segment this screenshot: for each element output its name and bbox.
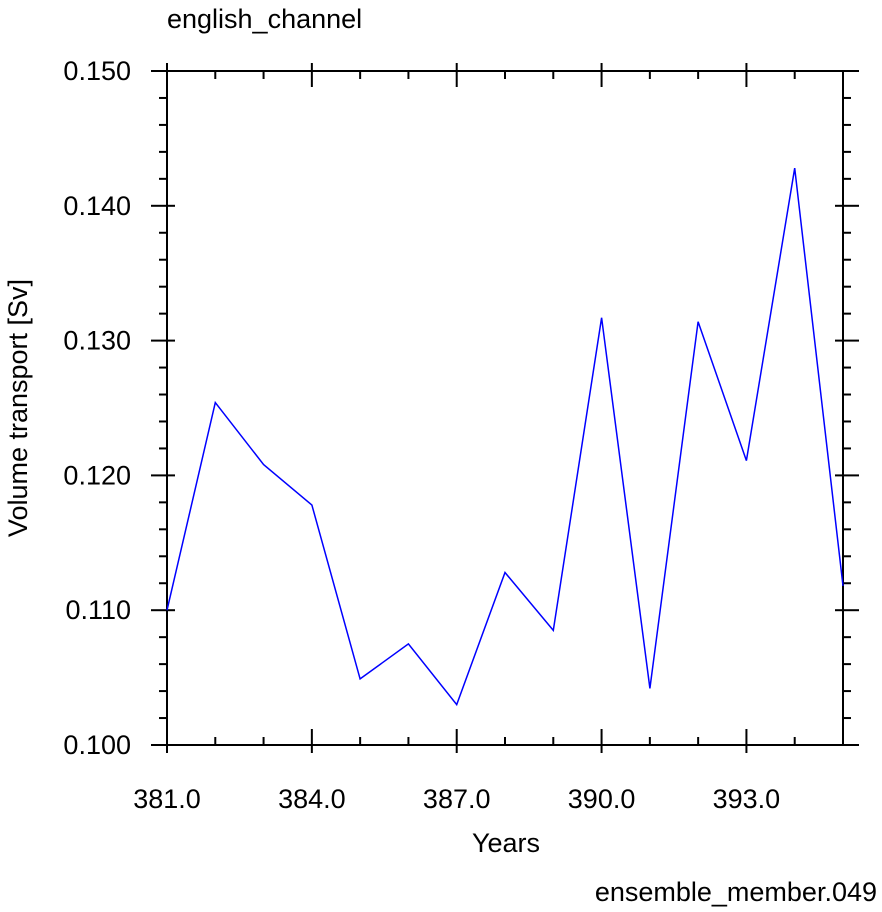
y-tick-label: 0.140	[63, 191, 131, 221]
chart-title: english_channel	[167, 4, 362, 34]
x-tick-labels: 381.0 384.0 387.0 390.0 393.0	[133, 784, 780, 814]
series-line	[166, 167, 844, 707]
data-point	[456, 704, 458, 706]
data-point	[408, 643, 410, 645]
y-tick-label: 0.110	[65, 595, 131, 625]
data-point	[746, 460, 748, 462]
plot-border	[166, 70, 844, 746]
y-tick-labels: 0.100 0.110 0.120 0.130 0.140 0.150	[63, 56, 131, 760]
x-tick-label: 393.0	[713, 784, 781, 814]
data-point	[842, 585, 844, 587]
data-point	[263, 464, 265, 466]
series-group	[166, 167, 844, 707]
x-tick-label: 387.0	[423, 784, 491, 814]
axis-ticks	[151, 63, 859, 753]
y-axis-label: Volume transport [Sv]	[3, 279, 33, 537]
data-point	[697, 321, 699, 323]
data-point	[601, 317, 603, 319]
plot-area	[166, 70, 844, 746]
y-tick-label: 0.130	[63, 326, 131, 356]
data-point	[214, 402, 216, 404]
x-tick-label: 390.0	[568, 784, 636, 814]
x-tick-label: 381.0	[133, 784, 201, 814]
y-tick-label: 0.100	[63, 730, 131, 760]
data-point	[794, 167, 796, 169]
x-tick-label: 384.0	[278, 784, 346, 814]
data-point	[504, 572, 506, 574]
data-point	[552, 630, 554, 632]
data-point	[359, 678, 361, 680]
ensemble-member-label: ensemble_member.049	[595, 877, 877, 907]
y-tick-label: 0.120	[63, 460, 131, 490]
data-point	[649, 688, 651, 690]
y-tick-label: 0.150	[63, 56, 131, 86]
data-point	[311, 504, 313, 506]
data-point	[166, 609, 168, 611]
x-axis-label: Years	[472, 828, 540, 858]
